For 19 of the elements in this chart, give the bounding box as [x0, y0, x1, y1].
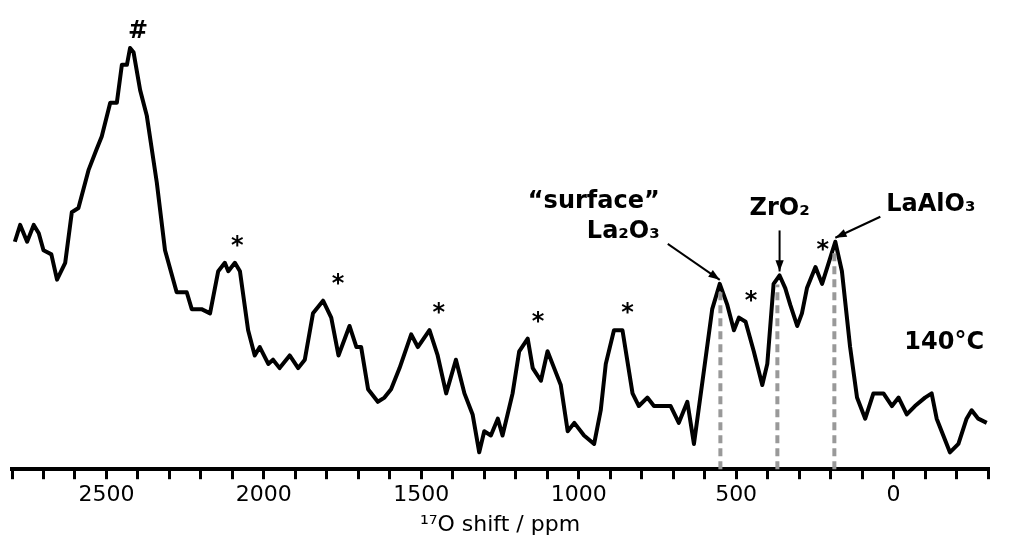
x-tick-label: 2000 — [235, 481, 292, 507]
annotation: * — [230, 231, 244, 260]
annotation: * — [744, 285, 758, 314]
x-tick-label: 500 — [715, 481, 758, 507]
annotation: * — [432, 298, 446, 327]
annotation: * — [331, 268, 345, 297]
annotation: 140°C — [904, 327, 984, 356]
annotation: * — [816, 235, 830, 264]
x-axis-title: ¹⁷O shift / ppm — [419, 510, 581, 536]
x-tick-label: 0 — [886, 481, 901, 507]
annotation: “surface” La₂O₃ — [527, 186, 660, 245]
annotation: * — [621, 298, 635, 327]
x-tick-label: 1500 — [393, 481, 450, 507]
annotation: # — [128, 16, 149, 45]
x-tick-label: 2500 — [78, 481, 135, 507]
annotation: * — [531, 306, 545, 335]
annotation: LaAlO₃ — [886, 188, 976, 217]
x-tick-label: 1000 — [550, 481, 607, 507]
annotation: ZrO₂ — [749, 192, 810, 221]
